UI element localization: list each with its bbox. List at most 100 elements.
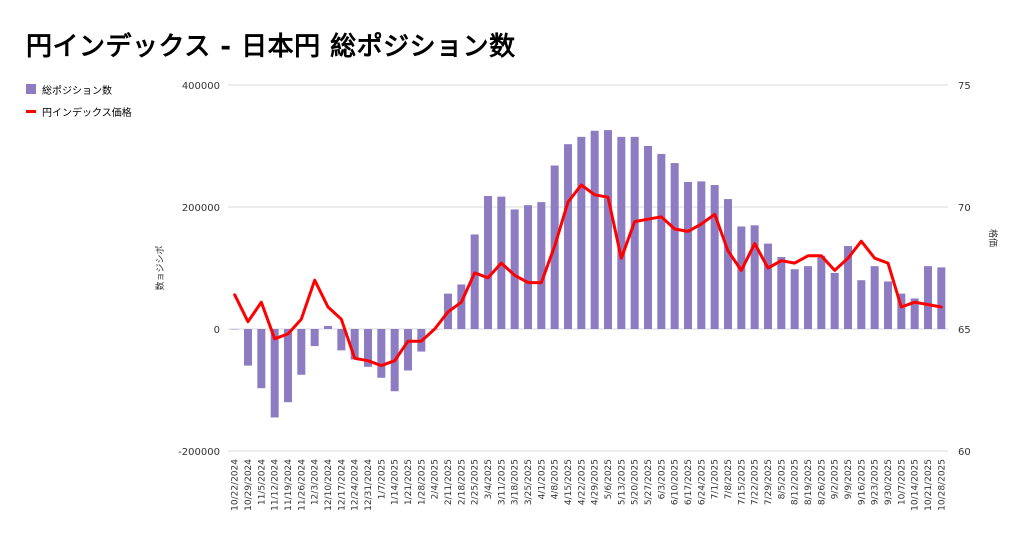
x-tick-label: 1/7/2025 bbox=[377, 459, 387, 499]
x-tick-label: 10/28/2025 bbox=[937, 459, 947, 511]
x-tick-label: 1/21/2025 bbox=[404, 459, 414, 505]
legend-bar-label: 総ポジション数 bbox=[42, 85, 112, 97]
x-tick-label: 7/29/2025 bbox=[764, 459, 774, 505]
bar bbox=[564, 144, 572, 329]
bar bbox=[404, 329, 412, 371]
bar bbox=[484, 196, 492, 329]
bar bbox=[284, 329, 292, 403]
bar bbox=[737, 226, 746, 329]
legend-line-swatch bbox=[26, 109, 36, 113]
bar bbox=[257, 329, 266, 389]
x-tick-label: 10/21/2025 bbox=[924, 459, 934, 511]
bar bbox=[230, 329, 239, 330]
bar bbox=[604, 130, 612, 329]
bar bbox=[924, 266, 932, 329]
x-tick-label: 10/7/2025 bbox=[897, 459, 907, 505]
x-tick-label: 4/15/2025 bbox=[564, 459, 574, 505]
bar bbox=[590, 130, 599, 329]
left-tick-label: -200000 bbox=[178, 447, 220, 458]
x-tick-label: 3/11/2025 bbox=[497, 459, 507, 505]
x-tick-label: 6/3/2025 bbox=[657, 459, 667, 499]
bar bbox=[377, 329, 386, 378]
bar bbox=[457, 284, 466, 329]
bar bbox=[324, 325, 332, 329]
bar bbox=[297, 329, 306, 375]
bar bbox=[897, 293, 906, 329]
x-tick-label: 5/6/2025 bbox=[604, 459, 614, 499]
x-tick-label: 4/29/2025 bbox=[591, 459, 601, 505]
x-tick-label: 12/10/2024 bbox=[324, 459, 334, 511]
bar bbox=[657, 153, 666, 329]
bar bbox=[910, 298, 919, 329]
x-tick-label: 3/18/2025 bbox=[511, 459, 521, 505]
bar bbox=[750, 225, 759, 329]
legend-item-line: 円インデックス価格 bbox=[26, 100, 132, 122]
x-tick-label: 5/13/2025 bbox=[617, 459, 627, 505]
bar bbox=[884, 281, 892, 329]
x-tick-label: 2/18/2025 bbox=[457, 459, 467, 505]
x-tick-label: 9/9/2025 bbox=[844, 459, 854, 499]
x-tick-label: 10/22/2024 bbox=[231, 459, 241, 511]
bar bbox=[710, 185, 719, 329]
bar bbox=[870, 266, 879, 329]
x-tick-label: 5/20/2025 bbox=[631, 459, 641, 505]
bar bbox=[844, 246, 852, 329]
bar bbox=[617, 136, 626, 329]
x-tick-label: 2/4/2025 bbox=[431, 459, 441, 499]
right-tick-label: 65 bbox=[958, 325, 971, 336]
chart-title: 円インデックス - 日本円 総ポジション数 bbox=[26, 32, 516, 62]
x-tick-label: 9/2/2025 bbox=[831, 459, 841, 499]
x-tick-label: 7/8/2025 bbox=[724, 459, 734, 499]
bar bbox=[684, 181, 692, 329]
legend-line-label: 円インデックス価格 bbox=[42, 107, 132, 119]
x-tick-label: 9/23/2025 bbox=[871, 459, 881, 505]
x-tick-label: 6/10/2025 bbox=[671, 459, 681, 505]
legend-item-bar: 総ポジション数 bbox=[26, 78, 132, 100]
bar bbox=[857, 280, 866, 329]
x-tick-label: 12/31/2024 bbox=[364, 459, 374, 511]
bar bbox=[310, 329, 319, 347]
bar bbox=[337, 329, 346, 351]
bar bbox=[670, 163, 679, 329]
bar bbox=[537, 202, 546, 329]
x-tick-label: 6/17/2025 bbox=[684, 459, 694, 505]
x-tick-label: 11/12/2024 bbox=[271, 459, 281, 511]
right-tick-label: 75 bbox=[958, 81, 971, 92]
x-tick-label: 7/22/2025 bbox=[751, 459, 761, 505]
right-tick-label: 70 bbox=[958, 203, 971, 214]
x-tick-label: 8/5/2025 bbox=[777, 459, 787, 499]
x-tick-label: 3/25/2025 bbox=[524, 459, 534, 505]
bar bbox=[697, 181, 706, 329]
x-tick-label: 12/24/2024 bbox=[351, 459, 361, 511]
bar bbox=[817, 255, 826, 329]
bar bbox=[644, 146, 652, 329]
bar bbox=[350, 329, 359, 360]
x-tick-label: 2/11/2025 bbox=[444, 459, 454, 505]
x-tick-label: 10/14/2025 bbox=[911, 459, 921, 511]
grid-layer bbox=[228, 84, 948, 452]
legend: 総ポジション数 円インデックス価格 bbox=[26, 78, 132, 122]
x-tick-label: 8/12/2025 bbox=[791, 459, 801, 505]
x-tick-label: 4/22/2025 bbox=[577, 459, 587, 505]
left-tick-label: 200000 bbox=[182, 203, 220, 214]
bar bbox=[937, 267, 946, 329]
bar bbox=[244, 329, 252, 366]
right-tick-label: 60 bbox=[958, 447, 971, 458]
bar bbox=[577, 136, 586, 329]
legend-bar-swatch bbox=[26, 84, 36, 94]
x-tick-label: 12/3/2024 bbox=[311, 459, 321, 505]
bar bbox=[764, 243, 772, 329]
x-tick-label: 1/14/2025 bbox=[391, 459, 401, 505]
left-tick-label: 0 bbox=[214, 325, 220, 336]
bar bbox=[270, 329, 279, 418]
x-tick-label: 11/26/2024 bbox=[297, 459, 307, 511]
left-axis-title: 数ョジシポ bbox=[154, 245, 166, 290]
x-tick-label: 12/17/2024 bbox=[337, 459, 347, 511]
x-tick-label: 4/1/2025 bbox=[537, 459, 547, 499]
x-tick-label: 10/29/2024 bbox=[244, 459, 254, 511]
bar bbox=[364, 329, 372, 367]
bar bbox=[830, 272, 839, 329]
bar bbox=[524, 205, 532, 329]
x-tick-label: 11/5/2024 bbox=[257, 459, 267, 505]
